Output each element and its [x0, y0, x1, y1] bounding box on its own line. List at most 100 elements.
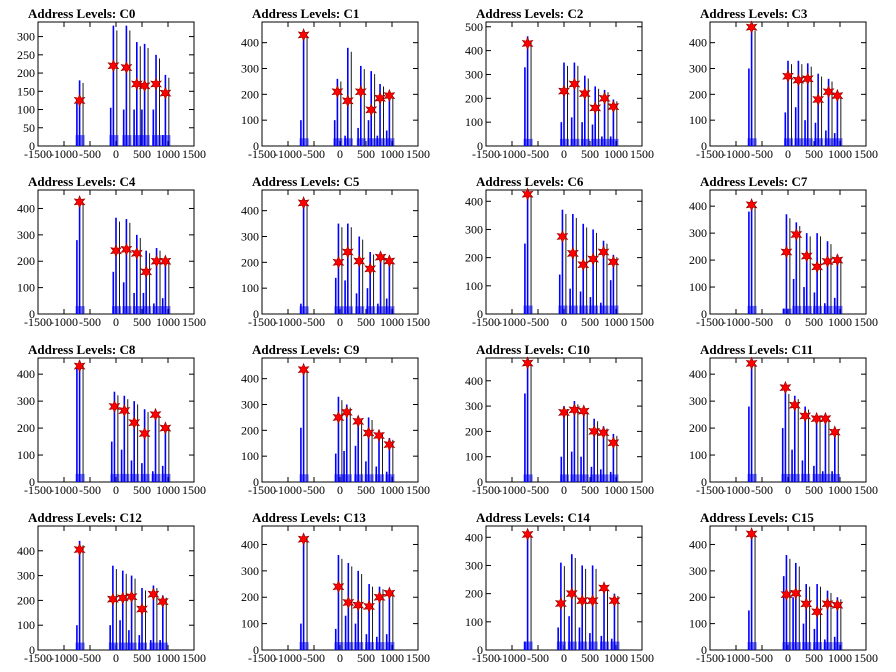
- chart-title: Address Levels: C12: [28, 510, 142, 525]
- peak-marker: [554, 596, 567, 611]
- peak-marker: [108, 399, 121, 414]
- bar: [590, 466, 593, 482]
- bar: [115, 569, 117, 650]
- bar: [826, 590, 829, 650]
- bar: [792, 305, 802, 314]
- bar: [366, 288, 369, 314]
- peak-marker: [598, 91, 611, 106]
- bar: [383, 254, 385, 314]
- bar: [82, 202, 84, 314]
- bar: [607, 92, 609, 146]
- peak-marker: [107, 58, 120, 73]
- bar: [558, 274, 561, 314]
- x-tick-label: -500: [527, 483, 549, 497]
- bar: [791, 449, 793, 482]
- x-tick-label: 1000: [156, 315, 180, 329]
- chart-panel: Address Levels: C5 0 100 200 300 400 -1500-100…: [241, 174, 430, 329]
- peak-marker: [821, 597, 834, 611]
- chart-title: Address Levels: C11: [700, 342, 813, 357]
- x-tick-label: -1500: [248, 147, 276, 161]
- bar: [600, 138, 610, 146]
- bar: [147, 412, 149, 482]
- bar: [147, 47, 149, 147]
- bar: [797, 60, 800, 146]
- bar: [561, 209, 564, 314]
- x-tick-label: 1000: [828, 315, 852, 329]
- chart-panel: Address Levels: C1 0 100 200 300 400 -1500-100…: [241, 6, 430, 161]
- peak-marker: [125, 589, 138, 604]
- bar: [606, 243, 608, 314]
- x-tick-label: 500: [357, 315, 375, 329]
- y-tick-label: 200: [17, 593, 35, 607]
- bar: [589, 633, 591, 650]
- peak-marker: [586, 593, 599, 608]
- bar: [392, 591, 394, 650]
- peak-marker: [118, 403, 131, 418]
- y-tick-label: 300: [241, 398, 259, 412]
- x-tick-label: -1500: [248, 651, 276, 665]
- bar: [560, 138, 569, 146]
- bar: [109, 625, 111, 650]
- bar: [357, 127, 359, 146]
- bar: [595, 568, 597, 650]
- bar: [354, 445, 357, 482]
- bar: [785, 214, 788, 314]
- bar: [349, 407, 351, 482]
- x-tick-label: 0: [561, 147, 567, 161]
- bar: [748, 610, 750, 650]
- peak-marker: [811, 604, 824, 619]
- x-tick-label: -500: [527, 315, 549, 329]
- bar: [127, 399, 129, 482]
- peak-marker: [130, 77, 143, 91]
- bar: [145, 250, 147, 314]
- bar: [159, 250, 161, 314]
- bar: [140, 135, 150, 146]
- chart-panel: Address Levels: C9 0 100 200 300 400 -1500-100…: [241, 342, 430, 497]
- bar: [78, 360, 81, 482]
- y-tick-label: 200: [689, 590, 707, 604]
- x-tick-label: -1000: [722, 651, 750, 665]
- bar: [570, 474, 580, 482]
- bar: [354, 623, 357, 650]
- bar: [579, 474, 589, 482]
- bar: [345, 404, 348, 482]
- x-tick-label: 500: [357, 651, 375, 665]
- peak-marker: [811, 260, 824, 274]
- bar: [592, 229, 594, 314]
- peak-marker: [597, 425, 610, 440]
- bar: [801, 460, 804, 482]
- x-tick-label: -500: [751, 651, 773, 665]
- bar: [76, 368, 78, 482]
- y-tick-label: 400: [689, 367, 707, 381]
- peak-marker: [745, 20, 758, 34]
- bar: [164, 258, 167, 314]
- x-tick-label: 0: [561, 483, 567, 497]
- bar: [609, 305, 619, 314]
- x-tick-label: -1000: [274, 651, 302, 665]
- bar: [754, 205, 756, 314]
- y-tick-label: 400: [17, 367, 35, 381]
- bar: [524, 243, 526, 314]
- bar: [118, 642, 128, 650]
- bar: [815, 414, 818, 482]
- bar: [803, 138, 813, 146]
- x-tick-label: 0: [785, 483, 791, 497]
- y-tick-label: 100: [465, 279, 483, 293]
- bar: [302, 365, 305, 482]
- bar: [142, 306, 152, 314]
- bar: [577, 65, 579, 146]
- bar: [364, 474, 374, 482]
- peak-marker: [340, 405, 353, 420]
- bar: [337, 396, 340, 482]
- y-tick-label: 0: [477, 139, 483, 153]
- bar: [594, 86, 596, 146]
- bar: [164, 425, 167, 482]
- bar: [112, 565, 114, 650]
- y-tick-label: 0: [701, 307, 707, 321]
- chart-title: Address Levels: C9: [252, 342, 360, 357]
- bar: [376, 306, 386, 314]
- bar: [121, 570, 124, 650]
- bar: [830, 244, 832, 314]
- bar: [809, 586, 811, 650]
- bar: [375, 642, 385, 650]
